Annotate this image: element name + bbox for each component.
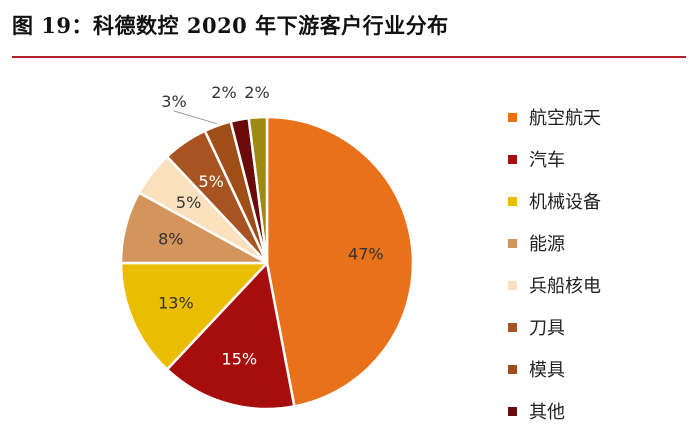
legend-swatch (508, 322, 517, 332)
data-label: 5% (199, 172, 224, 191)
legend-item: 能源 (508, 222, 601, 264)
legend-label: 兵船核电 (529, 276, 601, 297)
pie-slice (265, 115, 415, 408)
data-label: 13% (158, 293, 194, 312)
legend-label: 其他 (529, 402, 565, 423)
legend-label: 机械设备 (529, 192, 601, 213)
legend-swatch (508, 154, 517, 164)
data-label: 8% (158, 229, 183, 248)
legend-swatch (508, 406, 517, 416)
legend-label: 能源 (529, 234, 565, 255)
chart-title: 图 19：科德数控 2020 年下游客户行业分布 (12, 13, 449, 38)
legend-item: 其他 (508, 390, 601, 432)
data-label: 3% (161, 92, 186, 111)
legend-item: 模具 (508, 348, 601, 390)
chart-legend: 航空航天汽车机械设备能源兵船核电刀具模具其他 (508, 96, 601, 432)
legend-item: 航空航天 (508, 96, 601, 138)
legend-swatch (508, 112, 517, 122)
legend-swatch (508, 364, 517, 374)
pie-slice (247, 115, 269, 265)
pie-slice (165, 261, 296, 411)
legend-swatch (508, 280, 517, 290)
legend-label: 模具 (529, 360, 565, 381)
legend-swatch (508, 196, 517, 206)
legend-item: 刀具 (508, 306, 601, 348)
pie-slice (119, 261, 269, 371)
leader-line (173, 110, 218, 125)
legend-item: 兵船核电 (508, 264, 601, 306)
legend-label: 汽车 (529, 150, 565, 171)
data-label: 2% (244, 83, 269, 102)
legend-label: 航空航天 (529, 108, 601, 129)
legend-swatch (508, 238, 517, 248)
legend-item: 汽车 (508, 138, 601, 180)
data-label: 47% (348, 245, 384, 264)
data-label: 2% (211, 83, 236, 102)
title-divider (12, 56, 686, 58)
legend-label: 刀具 (529, 318, 565, 339)
data-label: 5% (176, 193, 201, 212)
legend-item: 机械设备 (508, 180, 601, 222)
data-label: 15% (222, 349, 258, 368)
